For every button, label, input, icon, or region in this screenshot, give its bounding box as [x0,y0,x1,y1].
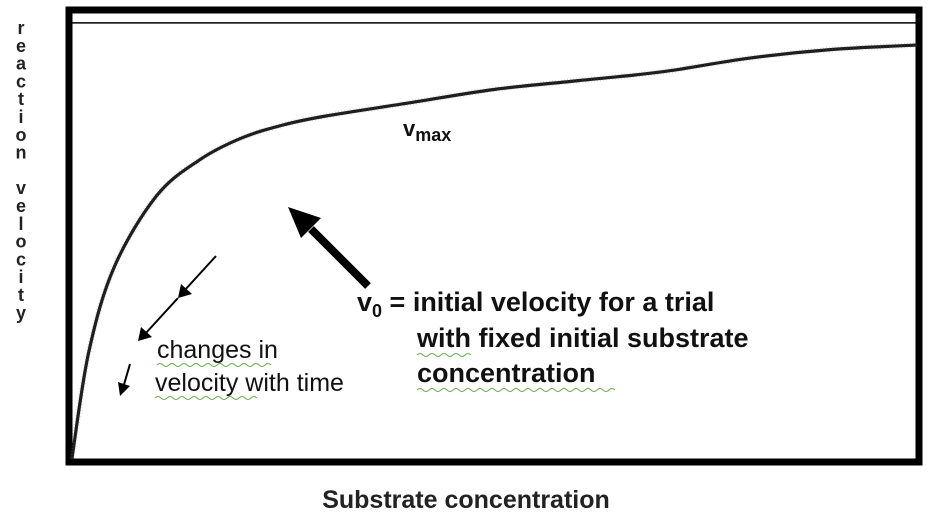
y-axis-label-letter: o [16,125,27,145]
y-axis-label-letter: y [16,303,26,323]
spellcheck-underline [416,353,472,357]
changes-annotation: changes in velocity with time [154,336,344,400]
plot-frame [65,6,923,466]
y-axis-label-letter: t [18,285,24,305]
spellcheck-underline [156,363,272,367]
changes-annotation-line1: changes in [157,336,278,364]
y-axis-label-letter: o [16,232,27,252]
y-axis-label-letter: n [16,143,27,163]
v0-annotation: v0 = initial velocity for a trial with f… [357,287,749,392]
vmax-label: vmax [403,116,451,145]
y-axis-label-letter: e [16,36,26,56]
time-arrow-2 [138,297,179,341]
y-axis-label-letter: t [18,89,24,109]
time-arrow-1 [178,255,217,298]
y-axis-label-letter: e [16,196,26,216]
y-axis-label-letter: a [16,54,27,74]
time-arrow-3 [118,363,131,396]
y-axis-label-letter: i [18,267,23,287]
series-line-fuzz [69,42,917,459]
changes-annotation-line2: velocity with time [155,369,344,397]
y-axis-label-letter: c [16,71,26,91]
y-axis-label-letter: c [16,249,26,269]
y-axis-label-letter: v [16,178,26,198]
v0-annotation-line1: v0 = initial velocity for a trial [357,287,714,321]
v0-annotation-line2: with fixed initial substrate [416,323,749,353]
y-axis-label-letter: i [18,107,23,127]
spellcheck-underline [154,396,258,400]
series-line [70,43,918,460]
v0-arrow [288,207,371,289]
spellcheck-underline [416,388,616,392]
v0-annotation-line3: concentration [417,358,596,388]
x-axis-label: Substrate concentration [322,486,610,514]
y-axis-label-letter: r [17,18,24,38]
y-axis-label-letter: l [18,214,23,234]
